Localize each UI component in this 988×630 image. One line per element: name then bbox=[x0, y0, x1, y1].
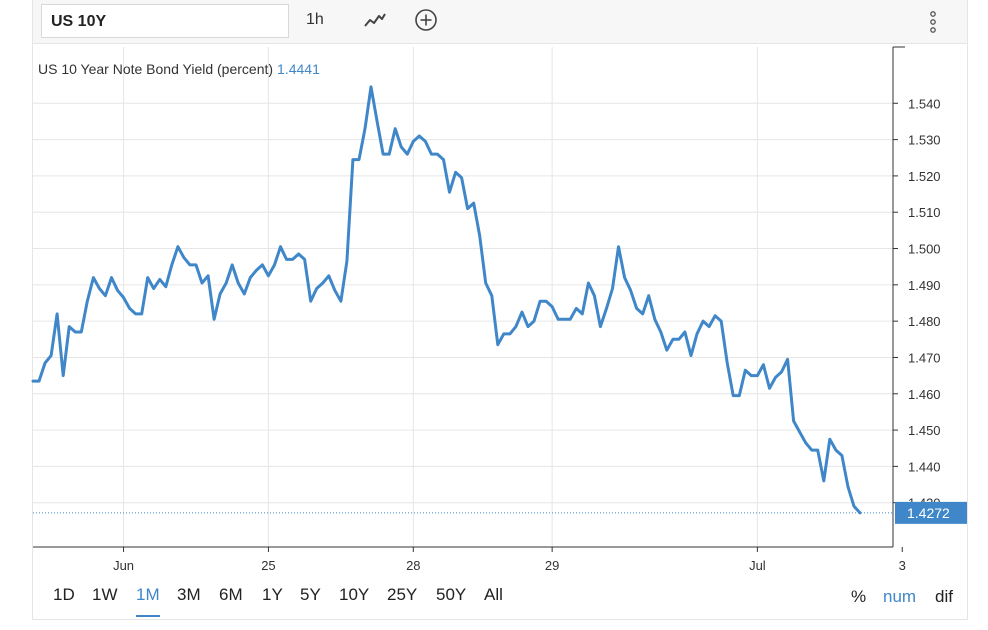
x-tick-label: 28 bbox=[406, 558, 420, 573]
x-axis-ticks: Jun 25 28 29 Jul 3 bbox=[113, 547, 906, 573]
chart-frame bbox=[32, 44, 968, 620]
y-tick-label: 1.530 bbox=[908, 133, 941, 148]
range-button-50y[interactable]: 50Y bbox=[436, 585, 467, 604]
y-tick-label: 1.490 bbox=[908, 278, 941, 293]
mode-button-percent[interactable]: % bbox=[851, 587, 867, 606]
chart-legend: US 10 Year Note Bond Yield (percent) 1.44… bbox=[38, 61, 320, 77]
line-chart-icon[interactable] bbox=[363, 11, 387, 29]
plus-circle-icon[interactable] bbox=[414, 8, 438, 32]
y-tick-label: 1.520 bbox=[908, 169, 941, 184]
y-tick-label: 1.480 bbox=[908, 314, 941, 329]
y-grid bbox=[33, 102, 893, 504]
range-button-1w[interactable]: 1W bbox=[92, 585, 118, 604]
interval-selector[interactable]: 1h bbox=[306, 11, 324, 28]
y-tick-label: 1.460 bbox=[908, 387, 941, 402]
symbol-text: US 10Y bbox=[51, 13, 107, 30]
y-tick-label: 1.470 bbox=[908, 350, 941, 365]
last-price-marker: 1.4272 bbox=[33, 501, 967, 524]
range-button-6m[interactable]: 6M bbox=[219, 585, 243, 604]
series-layer bbox=[31, 85, 862, 515]
series-line bbox=[31, 85, 862, 515]
range-button-10y[interactable]: 10Y bbox=[339, 585, 370, 604]
y-tick-label: 1.440 bbox=[908, 459, 941, 474]
x-tick-label: Jul bbox=[749, 558, 766, 573]
mode-button-dif[interactable]: dif bbox=[935, 587, 953, 606]
y-tick-label: 1.540 bbox=[908, 96, 941, 111]
legend-value: 1.4441 bbox=[277, 61, 320, 77]
x-tick-label: 3 bbox=[899, 558, 906, 573]
symbol-input[interactable]: US 10Y bbox=[41, 4, 289, 38]
range-button-1d[interactable]: 1D bbox=[53, 585, 75, 604]
y-tick-label: 1.500 bbox=[908, 242, 941, 257]
y-tick-label: 1.510 bbox=[908, 205, 941, 220]
vertical-dots-menu-icon[interactable] bbox=[928, 10, 938, 34]
x-tick-label: Jun bbox=[113, 558, 134, 573]
last-price-box bbox=[895, 501, 967, 524]
range-button-5y[interactable]: 5Y bbox=[300, 585, 321, 604]
y-tick-label: 1.450 bbox=[908, 423, 941, 438]
chart-axes bbox=[33, 46, 905, 548]
last-price-label: 1.4272 bbox=[907, 505, 950, 521]
x-tick-label: 25 bbox=[261, 558, 275, 573]
y-axis-ticks: 1.540 1.530 1.520 1.510 1.500 1.490 1.480 1.470… bbox=[893, 96, 941, 511]
legend-label: US 10 Year Note Bond Yield (percent) bbox=[38, 61, 274, 77]
range-button-all[interactable]: All bbox=[484, 585, 503, 604]
chart-toolbar: US 10Y 1h bbox=[32, 0, 968, 44]
range-button-3m[interactable]: 3M bbox=[177, 585, 201, 604]
x-tick-label: 29 bbox=[545, 558, 559, 573]
mode-button-num[interactable]: num bbox=[883, 587, 917, 606]
range-button-25y[interactable]: 25Y bbox=[387, 585, 418, 604]
range-button-1m[interactable]: 1M bbox=[136, 585, 160, 617]
range-button-1y[interactable]: 1Y bbox=[262, 585, 283, 604]
